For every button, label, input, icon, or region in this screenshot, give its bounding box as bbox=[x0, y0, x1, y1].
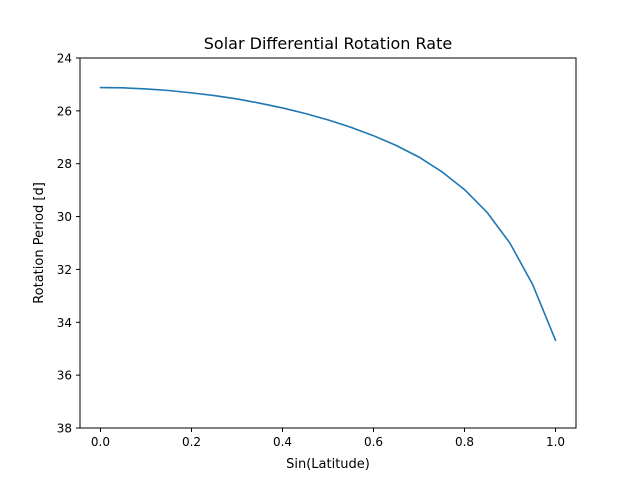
x-tick-label: 0.8 bbox=[455, 435, 474, 449]
x-tick-label: 0.4 bbox=[273, 435, 292, 449]
y-tick-label: 32 bbox=[57, 263, 72, 277]
plot-area bbox=[99, 86, 557, 342]
y-tick-label: 36 bbox=[57, 369, 72, 383]
y-tick-label: 38 bbox=[57, 422, 72, 436]
y-tick-label: 28 bbox=[57, 157, 72, 171]
y-axis: 24 26 28 30 32 34 36 38 bbox=[57, 52, 80, 436]
y-tick-label: 30 bbox=[57, 210, 72, 224]
x-tick-label: 0.2 bbox=[182, 435, 201, 449]
y-tick-label: 34 bbox=[57, 316, 72, 330]
axes-frame bbox=[79, 57, 577, 429]
y-axis-label: Rotation Period [d] bbox=[32, 182, 47, 304]
x-tick-label: 0.6 bbox=[364, 435, 383, 449]
y-tick-label: 24 bbox=[57, 52, 72, 66]
chart-title: Solar Differential Rotation Rate bbox=[204, 34, 452, 53]
x-axis-label: Sin(Latitude) bbox=[286, 457, 370, 472]
y-tick-label: 26 bbox=[57, 104, 72, 118]
x-tick-label: 0.0 bbox=[91, 435, 110, 449]
series-line bbox=[99, 86, 557, 342]
x-axis: 0.0 0.2 0.4 0.6 0.8 1.0 bbox=[91, 428, 565, 449]
x-tick-label: 1.0 bbox=[546, 435, 565, 449]
